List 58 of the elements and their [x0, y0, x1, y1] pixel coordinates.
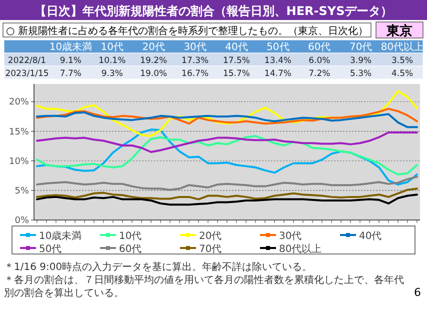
line-series — [36, 135, 418, 176]
legend-label: 30代 — [279, 231, 302, 242]
text: 6 — [414, 286, 421, 299]
y-tick-label: 0% — [14, 216, 30, 226]
legend-label: 10代 — [119, 231, 142, 242]
text: 14.7% — [264, 69, 292, 79]
line-series — [36, 176, 418, 191]
y-tick-label: 5% — [14, 186, 30, 196]
legend-label: 70代 — [199, 244, 222, 255]
line-series — [36, 194, 418, 206]
text: 5.3% — [350, 69, 372, 79]
legend-label: 10歳未満 — [39, 230, 82, 242]
legend-label: 80代以上 — [279, 243, 322, 255]
text: 40代 — [225, 42, 248, 53]
line-series — [36, 128, 418, 186]
legend-label: 20代 — [199, 231, 222, 242]
text: 3.5% — [391, 56, 414, 66]
text: 2023/1/15 — [5, 69, 49, 79]
text: 10.1% — [98, 56, 126, 66]
text: 7.7% — [60, 69, 82, 79]
text: 9.3% — [101, 69, 123, 79]
text: 30代 — [184, 42, 206, 53]
text: 20代 — [142, 42, 165, 53]
text: 50代 — [266, 42, 290, 53]
line-series — [36, 111, 418, 128]
text: ＊各月の割合は、７日間移動平均の値を用いて各月の陽性者数を累積化した上で、各年代別の割合を算出している。 — [4, 274, 404, 299]
text: 10歳未満 — [49, 41, 92, 53]
text: 15.7% — [222, 69, 250, 79]
chart-subtitle: ○ 新規陽性者に占める各年代の割合を時系列で整理したもの。（東京、日次化） — [6, 25, 368, 37]
text: 19.2% — [140, 56, 168, 66]
chart-title: 【日次】年代別新規陽性者の割合（報告日別、HER-SYSデータ） — [34, 4, 393, 18]
text: 16.7% — [182, 69, 209, 79]
legend-label: 40代 — [359, 231, 382, 242]
y-tick-label: 20% — [8, 98, 30, 108]
text: 10代 — [100, 42, 124, 53]
line-series — [36, 108, 418, 125]
line-series — [36, 131, 418, 153]
text: 13.4% — [264, 56, 292, 66]
text: 80代以上 — [380, 41, 424, 53]
line-series — [36, 188, 418, 200]
text: 17.3% — [182, 56, 209, 66]
text: 70代 — [349, 42, 372, 53]
legend-label: 60代 — [119, 244, 142, 255]
text: 19.0% — [140, 69, 168, 79]
text: 4.5% — [391, 69, 414, 79]
text: 東京 — [386, 23, 412, 39]
text: 3.9% — [350, 56, 372, 66]
text: 9.1% — [60, 56, 82, 66]
text: 6.0% — [308, 56, 330, 66]
text: ＊1/16 9:00時点の入力データを基に算出。年齢不詳は除いている。 — [4, 261, 312, 273]
y-tick-label: 10% — [8, 156, 30, 167]
text: 2022/8/1 — [8, 56, 46, 66]
text: 60代 — [308, 42, 331, 53]
line-series — [36, 90, 418, 138]
legend-label: 50代 — [39, 244, 62, 255]
y-tick-label: 15% — [8, 127, 30, 138]
text: 7.2% — [308, 69, 330, 79]
text: 17.5% — [222, 56, 250, 66]
